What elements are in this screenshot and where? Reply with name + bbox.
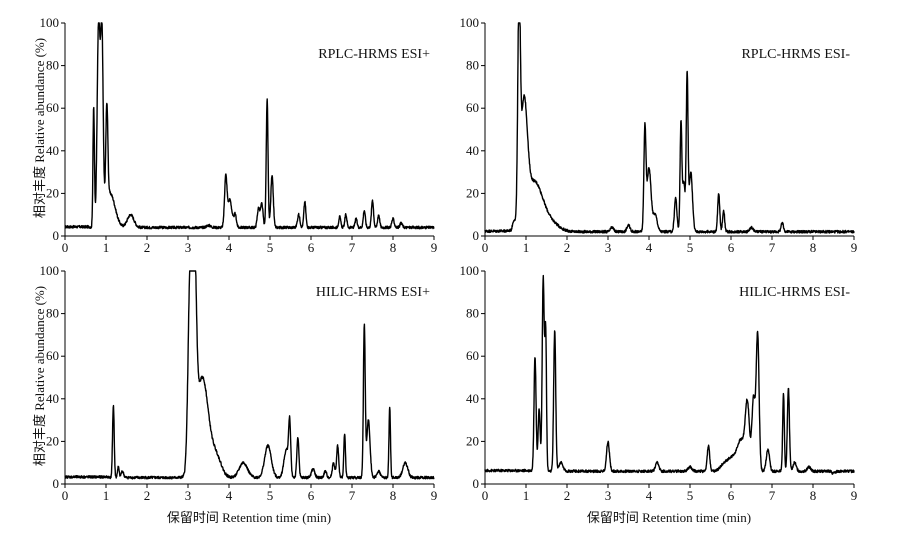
x-tick-label: 3 [185, 488, 192, 503]
y-tick-label: 100 [460, 15, 480, 30]
panel-title: HILIC-HRMS ESI+ [316, 285, 430, 300]
y-tick-label: 60 [466, 348, 479, 363]
x-tick-label: 6 [728, 240, 735, 255]
x-tick-label: 9 [431, 240, 438, 255]
y-tick-label: 100 [460, 263, 480, 278]
x-tick-label: 8 [810, 488, 817, 503]
y-tick-label: 100 [40, 15, 60, 30]
y-tick-label: 80 [466, 306, 479, 321]
x-tick-label: 8 [390, 488, 397, 503]
x-tick-label: 0 [62, 240, 69, 255]
panel-title: RPLC-HRMS ESI+ [318, 47, 430, 62]
x-tick-label: 8 [390, 240, 397, 255]
y-tick-label: 40 [46, 391, 59, 406]
panel-hilic-esi-neg: 0 1 2 3 4 5 6 7 8 9 0 20 40 60 80 100 HILIC-HRMS ESI- [460, 263, 858, 503]
y-tick-label: 80 [46, 306, 59, 321]
x-axis-label-left: 保留时间 Retention time (min) [167, 510, 331, 525]
y-tick-label: 80 [466, 58, 479, 73]
x-tick-label: 2 [144, 240, 151, 255]
x-tick-label: 9 [851, 488, 858, 503]
y-axis-label-bottom: 相对丰度 Relative abundance (%) [32, 286, 47, 466]
x-tick-label: 4 [226, 488, 233, 503]
x-tick-label: 5 [267, 488, 274, 503]
y-axis-label-top: 相对丰度 Relative abundance (%) [32, 38, 47, 218]
y-tick-label: 60 [466, 100, 479, 115]
x-tick-label: 2 [144, 488, 151, 503]
x-tick-label: 1 [523, 488, 530, 503]
x-tick-label: 1 [103, 488, 110, 503]
x-tick-label: 9 [431, 488, 438, 503]
x-tick-label: 0 [482, 488, 489, 503]
x-tick-label: 2 [564, 240, 571, 255]
y-tick-label: 0 [473, 228, 480, 243]
y-tick-label: 60 [46, 100, 59, 115]
x-tick-label: 7 [349, 488, 356, 503]
panel-title: HILIC-HRMS ESI- [739, 285, 850, 300]
x-tick-label: 4 [646, 240, 653, 255]
y-tick-label: 80 [46, 58, 59, 73]
panel-rplc-esi-neg: 0 1 2 3 4 5 6 7 8 9 0 20 40 60 80 100 RPLC-HRMS ESI- [460, 15, 858, 255]
y-tick-label: 0 [53, 228, 60, 243]
y-tick-label: 20 [466, 185, 479, 200]
y-tick-label: 60 [46, 348, 59, 363]
y-tick-label: 40 [466, 143, 479, 158]
x-tick-label: 8 [810, 240, 817, 255]
y-tick-label: 0 [53, 476, 60, 491]
x-tick-label: 5 [687, 240, 694, 255]
chromatogram-trace [484, 22, 855, 234]
y-tick-label: 100 [40, 263, 60, 278]
panel-rplc-esi-pos: 0 1 2 3 4 5 6 7 8 9 0 20 40 60 80 100 RPLC-HRMS ESI+ [40, 15, 438, 255]
y-tick-label: 20 [46, 433, 59, 448]
panel-title: RPLC-HRMS ESI- [741, 47, 850, 62]
x-tick-label: 7 [769, 240, 776, 255]
y-tick-label: 20 [466, 433, 479, 448]
chromatogram-trace [64, 270, 435, 480]
x-tick-label: 4 [646, 488, 653, 503]
x-tick-label: 2 [564, 488, 571, 503]
y-tick-label: 40 [466, 391, 479, 406]
y-tick-label: 40 [46, 143, 59, 158]
x-tick-label: 5 [687, 488, 694, 503]
x-tick-label: 6 [308, 240, 315, 255]
x-tick-label: 3 [605, 240, 612, 255]
x-tick-label: 6 [728, 488, 735, 503]
x-tick-label: 4 [226, 240, 233, 255]
x-tick-label: 1 [523, 240, 530, 255]
y-tick-label: 0 [473, 476, 480, 491]
x-tick-label: 3 [605, 488, 612, 503]
chromatogram-trace [484, 274, 855, 475]
y-tick-label: 20 [46, 185, 59, 200]
x-tick-label: 9 [851, 240, 858, 255]
x-tick-label: 0 [482, 240, 489, 255]
chromatogram-trace [64, 22, 435, 230]
x-tick-label: 1 [103, 240, 110, 255]
x-tick-label: 5 [267, 240, 274, 255]
x-tick-label: 7 [769, 488, 776, 503]
x-tick-label: 3 [185, 240, 192, 255]
x-tick-label: 6 [308, 488, 315, 503]
x-tick-label: 0 [62, 488, 69, 503]
x-axis-label-right: 保留时间 Retention time (min) [587, 510, 751, 525]
panel-hilic-esi-pos: 0 1 2 3 4 5 6 7 8 9 0 20 40 60 80 100 HILIC-HRMS ESI+ [40, 263, 438, 503]
x-tick-label: 7 [349, 240, 356, 255]
